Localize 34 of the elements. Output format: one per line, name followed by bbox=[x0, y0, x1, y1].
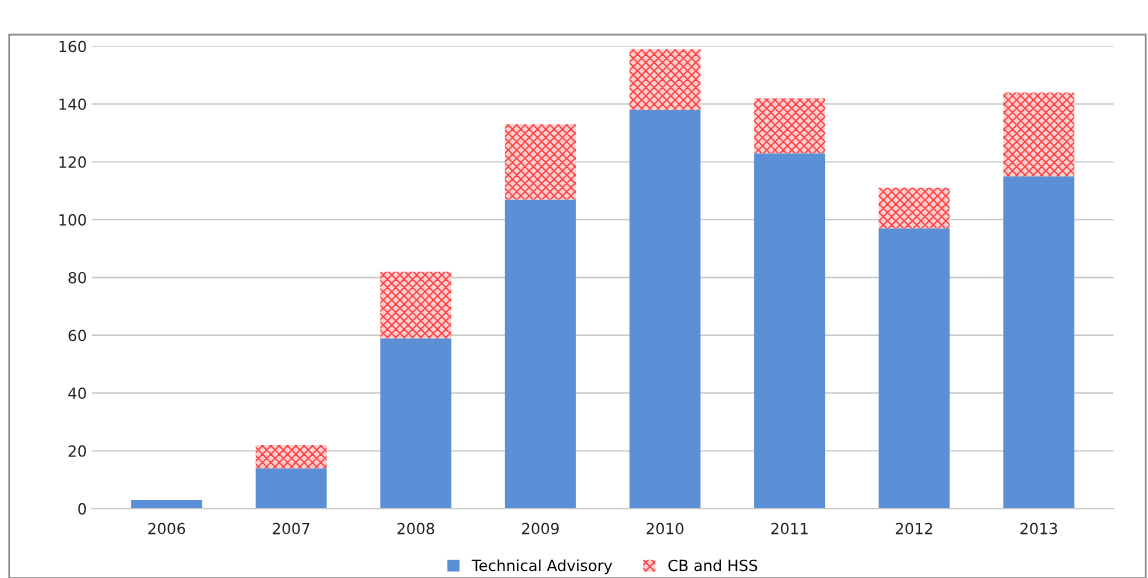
bar bbox=[1003, 92, 1075, 177]
y-tick-label: 140 bbox=[59, 98, 86, 111]
legend-label: Technical Advisory bbox=[471, 559, 613, 575]
bar bbox=[380, 338, 452, 509]
bar bbox=[878, 228, 950, 509]
x-tick-label: 2007 bbox=[272, 522, 310, 535]
x-tick-label: 2013 bbox=[1020, 522, 1058, 535]
y-tick-label: 100 bbox=[59, 214, 86, 226]
bar bbox=[131, 499, 203, 509]
x-tick-label: 2008 bbox=[397, 522, 435, 535]
y-tick-label: 40 bbox=[68, 387, 86, 400]
y-tick-label: 80 bbox=[68, 271, 86, 284]
y-tick-label: 120 bbox=[59, 156, 86, 168]
bar bbox=[380, 271, 452, 339]
x-tick-label: 2006 bbox=[148, 522, 186, 535]
bar bbox=[255, 468, 327, 509]
bar bbox=[629, 109, 701, 509]
x-tick-label: 2010 bbox=[646, 522, 684, 535]
bar bbox=[255, 445, 327, 469]
x-tick-label: 2012 bbox=[895, 522, 933, 535]
legend-label: CB and HSS bbox=[668, 559, 758, 572]
bar bbox=[1003, 176, 1075, 509]
bar bbox=[754, 153, 826, 509]
x-tick-label: 2009 bbox=[522, 522, 559, 535]
y-tick-label: 20 bbox=[68, 445, 86, 457]
x-tick-label: 2011 bbox=[771, 522, 808, 535]
y-tick-label: 60 bbox=[68, 329, 86, 342]
bar bbox=[878, 187, 950, 229]
y-tick-label: 0 bbox=[78, 503, 86, 515]
bar bbox=[504, 124, 576, 200]
bar bbox=[629, 49, 701, 110]
bar bbox=[754, 98, 826, 154]
bar bbox=[504, 199, 576, 509]
y-tick-label: 160 bbox=[59, 40, 86, 53]
